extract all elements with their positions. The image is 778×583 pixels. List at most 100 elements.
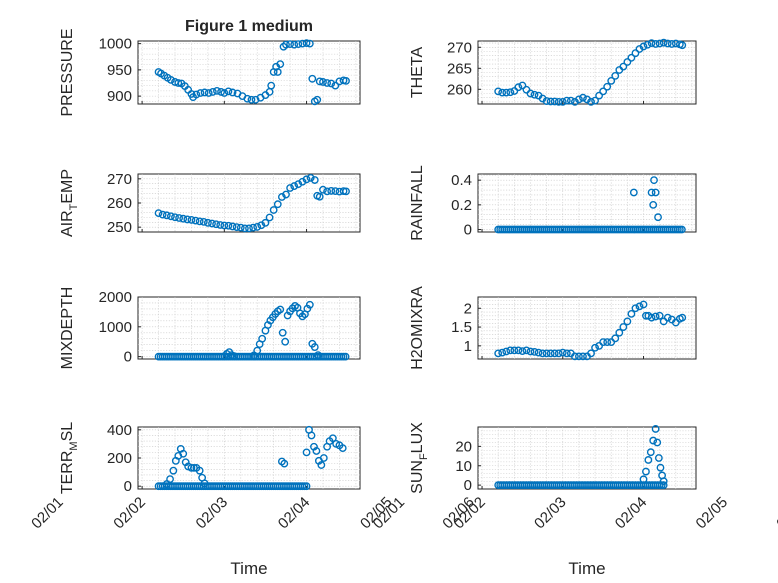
subplot-rainfall: 0 0.2 0.4 RAINFALL: [409, 165, 697, 241]
data-point: [498, 88, 507, 97]
subplot-theta: 260 265 270 THETA: [409, 38, 697, 106]
data-point: [644, 456, 653, 464]
data-point: [506, 88, 515, 97]
series-markers: [154, 173, 350, 233]
data-point: [678, 41, 687, 50]
data-point: [315, 77, 324, 86]
data-point: [591, 343, 599, 352]
data-point: [498, 348, 507, 357]
data-point: [550, 97, 559, 106]
data-point: [655, 311, 664, 320]
data-point: [635, 302, 644, 311]
series-markers: [494, 300, 687, 361]
data-point: [599, 87, 608, 96]
y-axis-label: RAINFALL: [409, 165, 426, 241]
y-tick-label: 1000: [99, 319, 132, 336]
data-point: [230, 352, 239, 361]
data-point: [649, 436, 658, 445]
data-point: [302, 175, 311, 184]
data-point: [663, 39, 672, 48]
data-point: [204, 89, 213, 97]
data-point: [220, 89, 229, 97]
data-point: [649, 200, 658, 209]
y-axis-label: PRESSURE: [59, 28, 76, 116]
data-point: [232, 223, 241, 232]
data-point: [286, 40, 295, 49]
data-point: [522, 346, 531, 355]
data-point: [196, 89, 205, 97]
subplot-air-temp: 250 260 270 AIRTEMP: [59, 169, 361, 237]
data-point: [305, 300, 314, 309]
data-point: [192, 90, 201, 99]
data-point: [269, 206, 278, 214]
data-point: [558, 348, 567, 357]
data-point: [307, 431, 316, 440]
data-point: [208, 219, 216, 228]
series-markers: [154, 300, 350, 361]
data-point: [290, 40, 299, 49]
data-point: [208, 88, 217, 96]
data-point: [656, 463, 665, 472]
data-point: [200, 479, 209, 488]
data-point: [650, 176, 658, 185]
data-point: [171, 213, 179, 222]
data-point: [627, 310, 636, 318]
data-point: [276, 305, 285, 314]
y-tick-label: 260: [447, 81, 472, 98]
data-point: [514, 83, 523, 92]
data-point: [526, 89, 535, 98]
y-tick-label: 200: [107, 450, 132, 467]
data-point: [623, 317, 632, 326]
x-axis-label: Time: [230, 559, 267, 578]
data-point: [627, 53, 636, 62]
data-point: [175, 214, 184, 222]
data-point: [591, 96, 599, 105]
y-tick-label: 400: [107, 422, 132, 439]
x-tick-label: 02/01: [28, 494, 67, 533]
data-point: [575, 352, 583, 361]
data-point: [542, 97, 551, 105]
data-point: [530, 90, 539, 99]
data-point: [267, 81, 276, 90]
x-tick-label: 02/04: [275, 494, 314, 533]
data-point: [562, 96, 571, 105]
data-point: [338, 444, 347, 453]
subplot-pressure: 900 950 1000 PRESSURE Figure 1 medium: [59, 18, 361, 117]
x-tick-label: 02/06: [773, 494, 778, 533]
data-point: [579, 93, 587, 102]
data-point: [213, 86, 221, 95]
data-point: [199, 217, 208, 226]
data-point: [224, 221, 233, 230]
data-point: [647, 313, 656, 322]
data-point: [203, 218, 212, 227]
data-point: [306, 173, 315, 182]
data-point: [166, 212, 175, 221]
data-point: [191, 216, 200, 225]
data-point: [607, 77, 616, 85]
data-point: [302, 39, 311, 47]
data-point: [249, 223, 258, 232]
y-tick-label: 0: [124, 478, 132, 495]
data-point: [599, 338, 608, 346]
data-point: [217, 88, 225, 96]
data-point: [290, 182, 299, 190]
data-point: [542, 349, 551, 358]
y-tick-label: 0: [124, 349, 132, 366]
data-point: [603, 338, 612, 346]
data-point: [166, 475, 174, 484]
data-point: [659, 477, 668, 486]
x-tick-label: 02/04: [612, 494, 651, 533]
data-point: [342, 187, 350, 196]
data-point: [280, 459, 289, 468]
data-point: [646, 448, 655, 457]
data-point: [243, 94, 252, 103]
data-point: [331, 187, 340, 196]
y-tick-label: 250: [107, 219, 132, 236]
data-point: [653, 438, 662, 447]
data-point: [651, 425, 660, 433]
y-tick-label: 2: [464, 300, 472, 317]
axes-box: [137, 40, 361, 105]
data-point: [220, 221, 229, 230]
data-point: [342, 77, 350, 85]
series-markers: [494, 176, 686, 234]
